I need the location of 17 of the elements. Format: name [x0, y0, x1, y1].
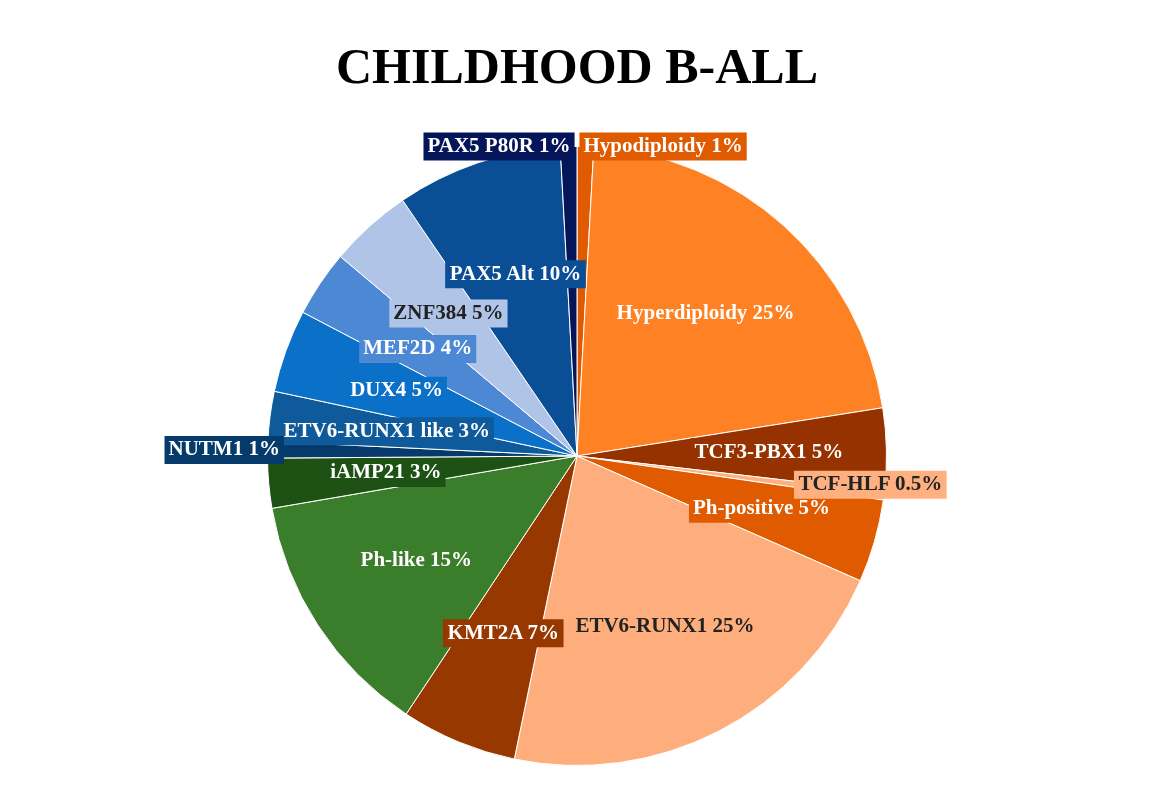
slice-label: DUX4 5% [350, 377, 443, 402]
slice-label: iAMP21 3% [330, 459, 442, 484]
slice-label: NUTM1 1% [168, 436, 280, 461]
slice-label: ZNF384 5% [393, 299, 504, 324]
slice-label: KMT2A 7% [447, 619, 559, 644]
slice-label: TCF-HLF 0.5% [798, 471, 943, 496]
slice-label: Hypodiploidy 1% [583, 133, 743, 158]
chart-title: CHILDHOOD B-ALL [335, 37, 819, 96]
slice-label: MEF2D 4% [363, 335, 473, 360]
slice-label: TCF3-PBX1 5% [694, 438, 844, 463]
slice-label: ETV6-RUNX1 like 3% [283, 417, 490, 442]
slice-label: Ph-positive 5% [692, 495, 831, 520]
slice-label: PAX5 Alt 10% [449, 260, 582, 285]
slice-label: Hyperdiploidy 25% [616, 299, 795, 324]
slice-label: ETV6-RUNX1 25% [575, 612, 755, 637]
slice-label: Ph-like 15% [360, 547, 472, 572]
slice-label: PAX5 P80R 1% [427, 133, 571, 158]
